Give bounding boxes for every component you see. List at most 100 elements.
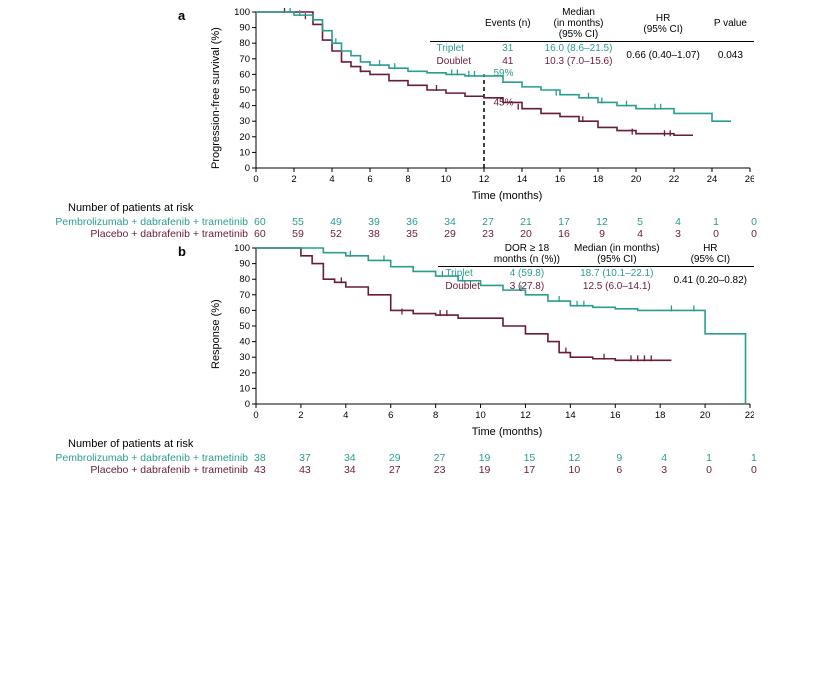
risk-cell: 34 [327, 452, 372, 464]
risk-cell: 23 [469, 228, 507, 240]
svg-text:100: 100 [234, 244, 250, 254]
risk-cell: 55 [279, 216, 317, 228]
stats-row-label: Doublet [430, 55, 478, 68]
risk-cell: 49 [317, 216, 355, 228]
risk-cell: 17 [545, 216, 583, 228]
stats-header [438, 242, 486, 267]
svg-text:70: 70 [239, 54, 250, 65]
svg-text:8: 8 [405, 174, 410, 185]
risk-cell: 12 [583, 216, 621, 228]
risk-row: Pembrolizumab + dabrafenib + trametinib6… [8, 216, 806, 228]
risk-cell: 6 [597, 464, 642, 476]
risk-cell: 27 [372, 464, 417, 476]
risk-cell: 38 [355, 228, 393, 240]
stats-row-label: Triplet [438, 267, 486, 281]
svg-text:12: 12 [520, 410, 531, 421]
risk-cell: 5 [621, 216, 659, 228]
risk-row-label: Pembrolizumab + dabrafenib + trametinib [8, 216, 254, 228]
risk-cell: 0 [735, 216, 773, 228]
risk-cell: 9 [597, 452, 642, 464]
stats-cell: 3 (27.8) [487, 280, 567, 293]
risk-cell: 35 [393, 228, 431, 240]
panel-b: bResponse (%)010203040506070809010002468… [8, 244, 806, 476]
svg-text:20: 20 [700, 410, 711, 421]
risk-cell: 3 [642, 464, 687, 476]
stats-cell: 18.7 (10.1–22.1) [567, 267, 667, 281]
stats-cell: 12.5 (6.0–14.1) [567, 280, 667, 293]
risk-cell: 1 [732, 452, 777, 464]
risk-row: Placebo + dabrafenib + trametinib4343342… [8, 464, 806, 476]
risk-cell: 4 [642, 452, 687, 464]
panel-label: a [178, 8, 185, 23]
x-axis-label: Time (months) [260, 190, 754, 202]
stats-cell: 0.66 (0.40–1.07) [619, 42, 706, 69]
x-axis-label: Time (months) [260, 426, 754, 438]
annotation: 59% [494, 68, 514, 79]
svg-text:30: 30 [239, 116, 250, 127]
risk-cell: 15 [507, 452, 552, 464]
svg-text:14: 14 [517, 174, 528, 185]
stats-header [430, 6, 478, 42]
svg-text:22: 22 [745, 410, 754, 421]
stats-row-label: Doublet [438, 280, 486, 293]
stats-cell: 41 [478, 55, 538, 68]
svg-text:90: 90 [239, 259, 250, 270]
risk-table-title: Number of patients at risk [8, 438, 806, 450]
stats-header: HR(95% CI) [619, 6, 706, 42]
risk-cell: 59 [279, 228, 317, 240]
risk-cell: 1 [697, 216, 735, 228]
risk-cell: 4 [659, 216, 697, 228]
risk-cell: 0 [735, 228, 773, 240]
risk-cell: 27 [469, 216, 507, 228]
risk-cell: 17 [507, 464, 552, 476]
risk-cell: 27 [417, 452, 462, 464]
risk-cell: 0 [697, 228, 735, 240]
risk-cell: 43 [254, 464, 282, 476]
risk-cell: 20 [507, 228, 545, 240]
risk-cell: 3 [659, 228, 697, 240]
risk-cell: 43 [282, 464, 327, 476]
svg-text:10: 10 [239, 147, 250, 158]
svg-text:40: 40 [239, 101, 250, 112]
svg-text:90: 90 [239, 23, 250, 34]
risk-cell: 38 [254, 452, 282, 464]
svg-text:4: 4 [329, 174, 334, 185]
svg-text:22: 22 [669, 174, 680, 185]
risk-cell: 10 [552, 464, 597, 476]
risk-row-label: Placebo + dabrafenib + trametinib [8, 228, 254, 240]
annotation: 45% [494, 98, 514, 109]
risk-cell: 34 [431, 216, 469, 228]
risk-cell: 29 [372, 452, 417, 464]
risk-cell: 19 [462, 452, 507, 464]
svg-text:2: 2 [291, 174, 296, 185]
svg-text:6: 6 [388, 410, 393, 421]
risk-cell: 60 [254, 228, 279, 240]
svg-text:60: 60 [239, 305, 250, 316]
svg-text:6: 6 [367, 174, 372, 185]
stats-cell: 0.043 [707, 42, 754, 69]
svg-text:26: 26 [745, 174, 754, 185]
svg-text:40: 40 [239, 337, 250, 348]
svg-text:20: 20 [631, 174, 642, 185]
svg-text:80: 80 [239, 38, 250, 49]
stats-header: P value [707, 6, 754, 42]
risk-row: Pembrolizumab + dabrafenib + trametinib3… [8, 452, 806, 464]
stats-header: Median (in months)(95% CI) [567, 242, 667, 267]
svg-text:18: 18 [593, 174, 604, 185]
stats-table: DOR ≥ 18months (n (%))Median (in months)… [438, 242, 754, 293]
svg-text:12: 12 [479, 174, 490, 185]
risk-row-label: Placebo + dabrafenib + trametinib [8, 464, 254, 476]
svg-text:50: 50 [239, 321, 250, 332]
panel-label: b [178, 244, 186, 259]
risk-cell: 1 [687, 452, 732, 464]
panel-a: aProgression-free survival (%)0102030405… [8, 8, 806, 240]
stats-header: HR(95% CI) [667, 242, 754, 267]
svg-text:24: 24 [707, 174, 718, 185]
svg-text:18: 18 [655, 410, 666, 421]
risk-table-title: Number of patients at risk [8, 202, 806, 214]
svg-text:10: 10 [441, 174, 452, 185]
risk-row-label: Pembrolizumab + dabrafenib + trametinib [8, 452, 254, 464]
svg-text:70: 70 [239, 290, 250, 301]
risk-cell: 36 [393, 216, 431, 228]
risk-cell: 52 [317, 228, 355, 240]
